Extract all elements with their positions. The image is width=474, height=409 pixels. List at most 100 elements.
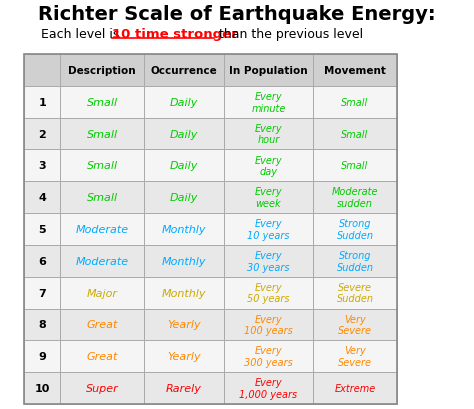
Text: Movement: Movement (324, 66, 386, 76)
Bar (25, 372, 60, 404)
Text: 10: 10 (35, 383, 50, 393)
Bar (144, 118, 224, 150)
Text: Yearly: Yearly (167, 320, 201, 330)
Bar (224, 118, 313, 150)
Text: Moderate: Moderate (76, 256, 129, 266)
Text: Every
300 years: Every 300 years (244, 346, 293, 367)
Text: 8: 8 (38, 320, 46, 330)
Text: Daily: Daily (170, 97, 198, 108)
Bar (313, 277, 397, 309)
Text: 9: 9 (38, 351, 46, 362)
Bar (313, 118, 397, 150)
Text: Small: Small (87, 97, 118, 108)
Text: Severe
Sudden: Severe Sudden (337, 282, 374, 304)
Bar (313, 213, 397, 245)
Bar (224, 55, 313, 87)
Text: Every
30 years: Every 30 years (247, 250, 290, 272)
Bar (224, 341, 313, 372)
Bar (144, 55, 224, 87)
Text: Every
hour: Every hour (255, 124, 282, 145)
Bar (224, 277, 313, 309)
Bar (144, 372, 224, 404)
Text: 3: 3 (38, 161, 46, 171)
Text: Monthly: Monthly (162, 225, 206, 234)
Bar (313, 341, 397, 372)
Bar (25, 341, 60, 372)
Bar (25, 245, 60, 277)
Bar (25, 150, 60, 182)
Bar (144, 245, 224, 277)
Bar (144, 87, 224, 118)
Text: Small: Small (341, 161, 369, 171)
Bar (313, 55, 397, 87)
Bar (60, 372, 144, 404)
Bar (60, 245, 144, 277)
Text: Each level is: Each level is (41, 28, 124, 41)
Bar (25, 213, 60, 245)
Bar (313, 245, 397, 277)
Bar (25, 55, 397, 404)
Bar (25, 87, 60, 118)
Text: 10 time stronger: 10 time stronger (111, 28, 237, 41)
Bar (60, 150, 144, 182)
Text: 1: 1 (38, 97, 46, 108)
Bar (224, 372, 313, 404)
Text: than the previous level: than the previous level (215, 28, 363, 41)
Text: 4: 4 (38, 193, 46, 203)
Bar (144, 341, 224, 372)
Bar (25, 55, 60, 87)
Bar (144, 182, 224, 213)
Bar (313, 87, 397, 118)
Text: Strong
Sudden: Strong Sudden (337, 219, 374, 240)
Text: Description: Description (68, 66, 136, 76)
Text: Very
Severe: Very Severe (338, 346, 372, 367)
Text: Super: Super (86, 383, 118, 393)
Bar (313, 372, 397, 404)
Bar (224, 182, 313, 213)
Text: In Population: In Population (229, 66, 308, 76)
Text: Every
minute: Every minute (251, 92, 285, 113)
Bar (224, 245, 313, 277)
Text: 6: 6 (38, 256, 46, 266)
Text: 7: 7 (38, 288, 46, 298)
Text: Every
1,000 years: Every 1,000 years (239, 378, 297, 399)
Bar (25, 309, 60, 341)
Text: Every
100 years: Every 100 years (244, 314, 293, 335)
Bar (144, 309, 224, 341)
Bar (60, 309, 144, 341)
Bar (25, 118, 60, 150)
Text: 2: 2 (38, 129, 46, 139)
Text: Moderate
sudden: Moderate sudden (332, 187, 378, 209)
Text: Small: Small (341, 129, 369, 139)
Text: Daily: Daily (170, 193, 198, 203)
Bar (25, 277, 60, 309)
Text: Great: Great (87, 320, 118, 330)
Text: Very
Severe: Very Severe (338, 314, 372, 335)
Bar (60, 341, 144, 372)
Bar (224, 213, 313, 245)
Text: Richter Scale of Earthquake Energy:: Richter Scale of Earthquake Energy: (38, 5, 436, 24)
Bar (144, 150, 224, 182)
Bar (313, 150, 397, 182)
Text: Monthly: Monthly (162, 288, 206, 298)
Text: Strong
Sudden: Strong Sudden (337, 250, 374, 272)
Bar (313, 182, 397, 213)
Bar (60, 118, 144, 150)
Text: Moderate: Moderate (76, 225, 129, 234)
Text: 5: 5 (38, 225, 46, 234)
Bar (313, 309, 397, 341)
Text: Extreme: Extreme (334, 383, 375, 393)
Text: Rarely: Rarely (166, 383, 202, 393)
Text: Monthly: Monthly (162, 256, 206, 266)
Text: Daily: Daily (170, 161, 198, 171)
Bar (60, 182, 144, 213)
Bar (60, 55, 144, 87)
Text: Major: Major (87, 288, 118, 298)
Text: Occurrence: Occurrence (151, 66, 218, 76)
Bar (144, 213, 224, 245)
Bar (25, 182, 60, 213)
Bar (224, 150, 313, 182)
Text: Every
50 years: Every 50 years (247, 282, 290, 304)
Text: Small: Small (87, 193, 118, 203)
Text: Small: Small (87, 161, 118, 171)
